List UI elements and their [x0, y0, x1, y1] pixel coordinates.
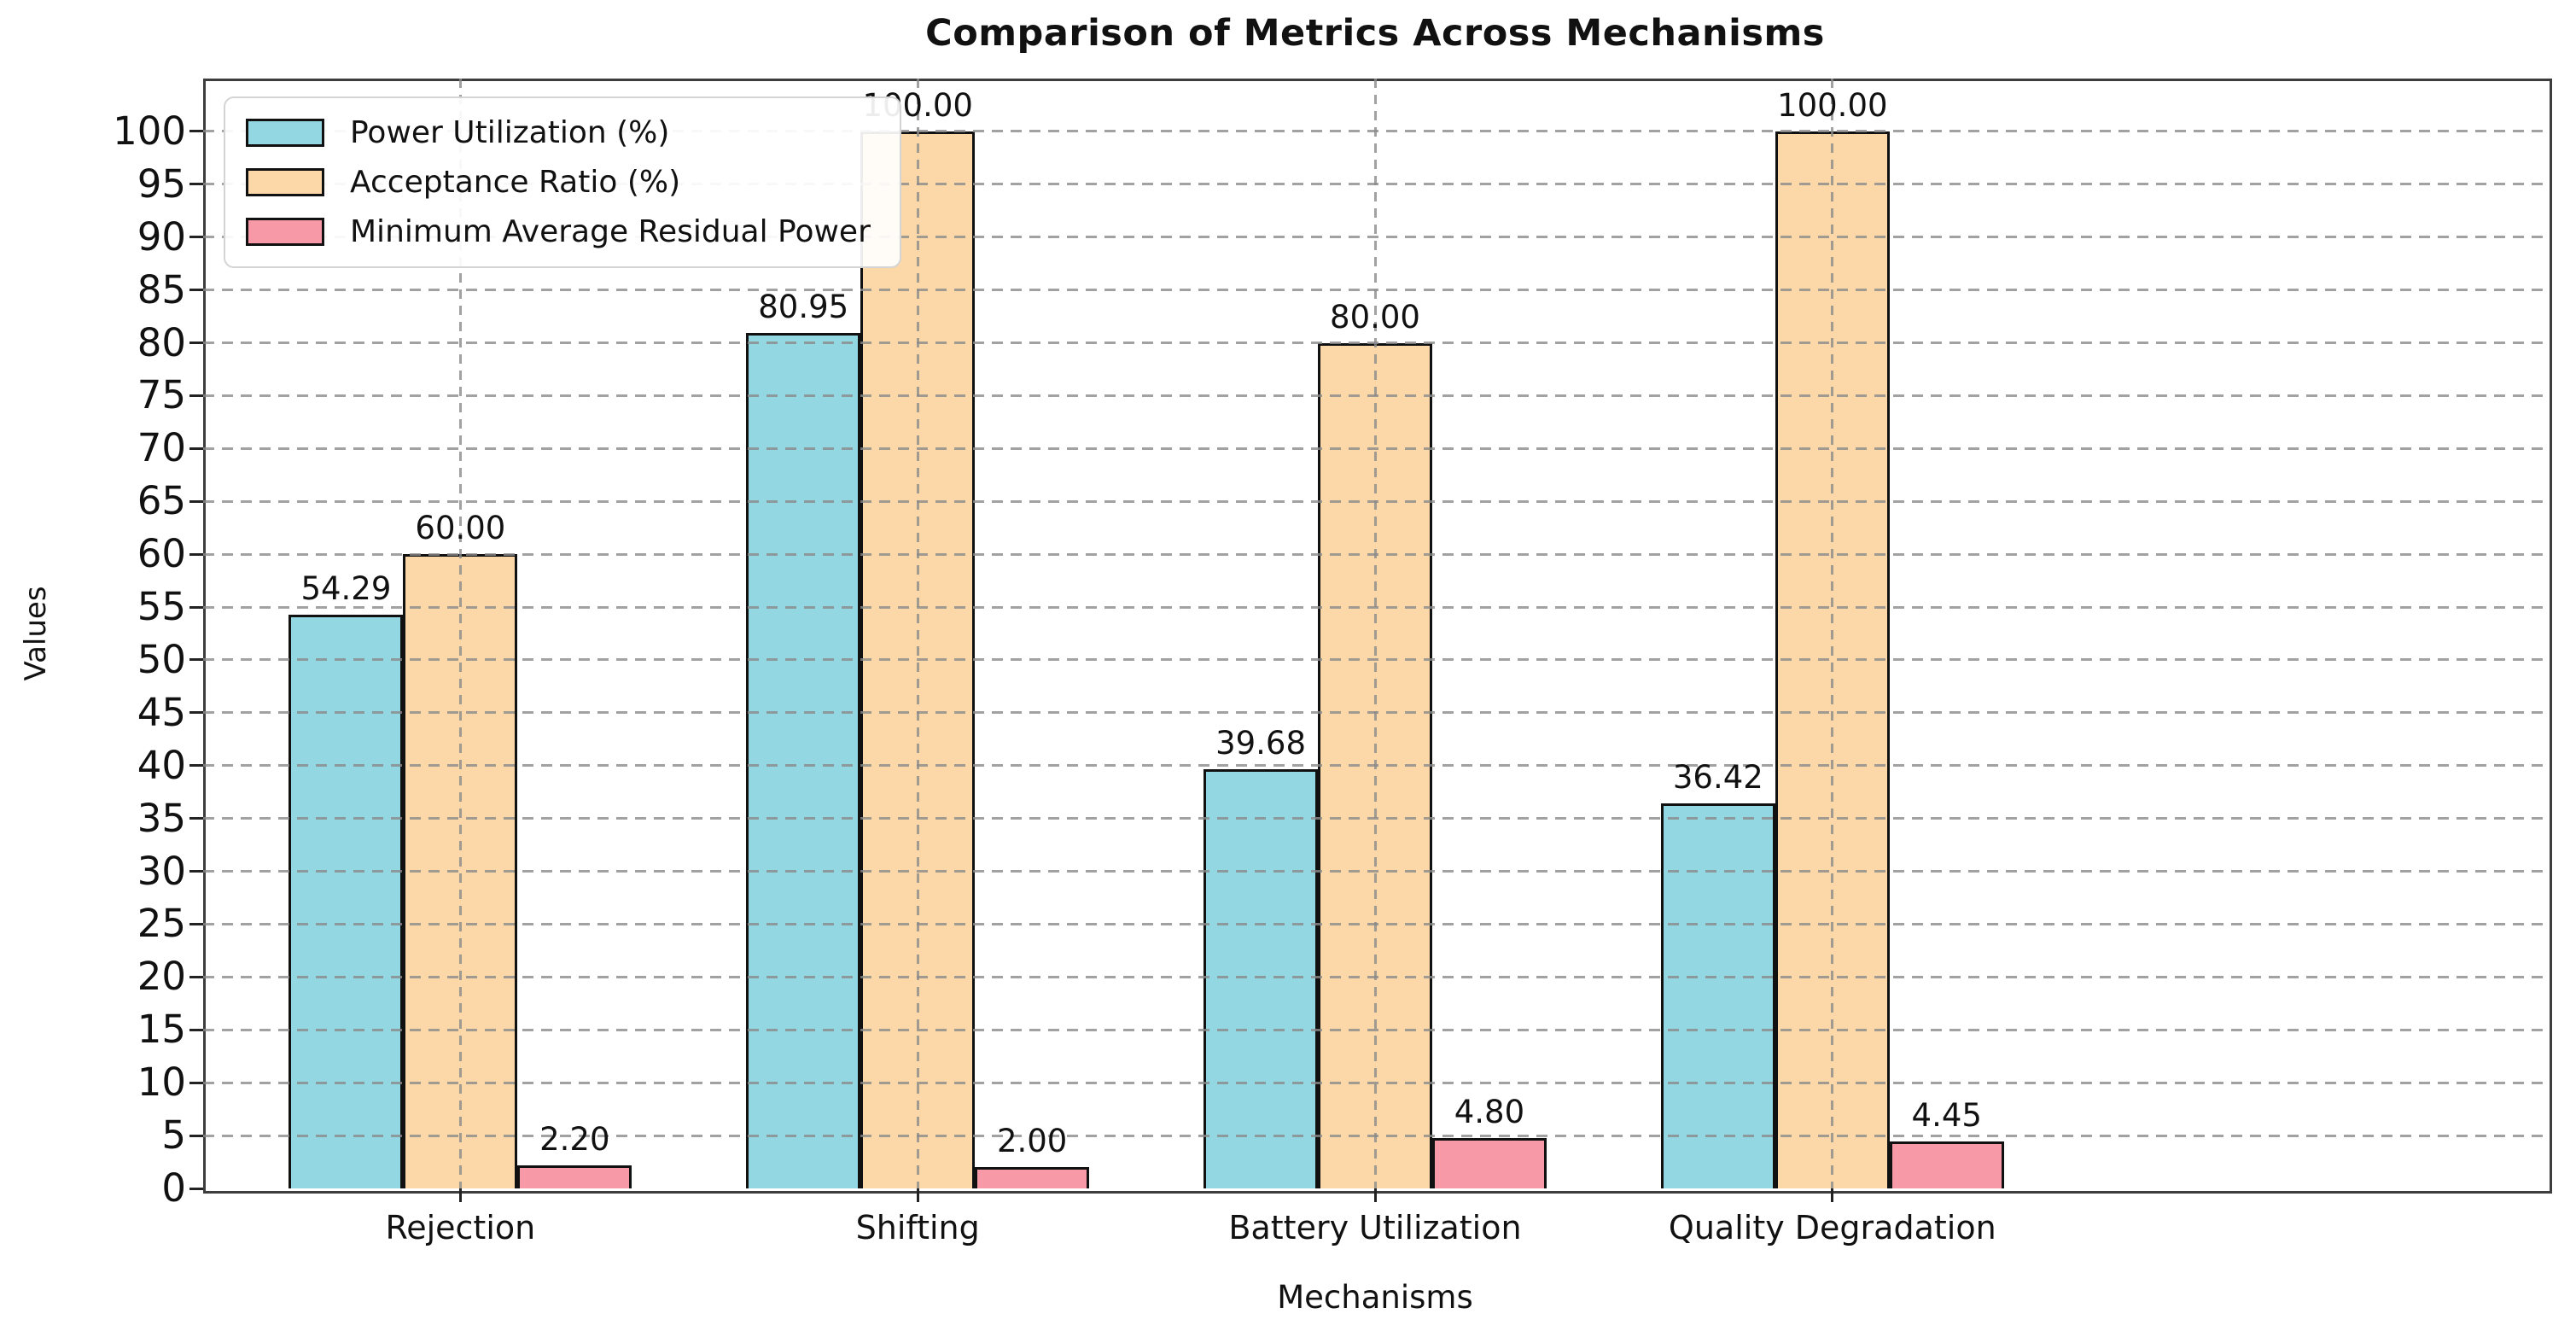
y-tick-mark [189, 975, 203, 978]
bar-minimum-average-residual-power [975, 1167, 1090, 1188]
legend-swatch-icon [246, 119, 324, 147]
gridline-vertical [1831, 79, 1834, 1188]
x-category-label: Shifting [855, 1209, 980, 1246]
y-tick-mark [189, 870, 203, 873]
y-tick-mark [189, 1028, 203, 1031]
y-tick-mark [189, 1134, 203, 1137]
legend-row: Acceptance Ratio (%) [246, 165, 871, 200]
bar-value-label: 54.29 [300, 569, 392, 607]
legend: Power Utilization (%) Acceptance Ratio (%… [224, 96, 901, 268]
bar-value-label: 4.80 [1454, 1093, 1525, 1130]
bar-value-label: 4.45 [1911, 1096, 1982, 1134]
bar-value-label: 2.20 [539, 1120, 610, 1158]
y-tick-mark [189, 1081, 203, 1084]
y-tick-label: 50 [137, 636, 186, 682]
y-tick-mark [189, 552, 203, 556]
y-tick-mark [189, 236, 203, 239]
y-tick-label: 20 [137, 954, 186, 1000]
y-tick-mark [189, 394, 203, 397]
bar-value-label: 36.42 [1672, 759, 1763, 797]
bar-minimum-average-residual-power [517, 1165, 632, 1188]
bar-value-label: 80.00 [1330, 298, 1420, 336]
y-tick-label: 95 [137, 161, 186, 207]
gridline-vertical [458, 79, 462, 1188]
bar-value-label: 2.00 [996, 1123, 1068, 1160]
x-category-label: Rejection [385, 1209, 536, 1246]
y-tick-label: 0 [161, 1165, 186, 1211]
bar-minimum-average-residual-power [1431, 1137, 1547, 1188]
legend-label: Acceptance Ratio (%) [350, 165, 681, 200]
y-tick-label: 45 [137, 689, 186, 735]
y-tick-mark [189, 817, 203, 820]
y-tick-mark [189, 130, 203, 133]
x-category-label: Battery Utilization [1228, 1209, 1522, 1246]
y-tick-mark [189, 658, 203, 662]
gridline-vertical [916, 79, 919, 1188]
y-tick-mark [189, 342, 203, 345]
legend-row: Minimum Average Residual Power [246, 214, 871, 249]
y-tick-label: 30 [137, 848, 186, 894]
x-tick-mark [1831, 1188, 1834, 1202]
y-tick-label: 35 [137, 795, 186, 841]
y-axis-title: Values [19, 586, 53, 681]
bar-value-label: 100.00 [1777, 86, 1888, 124]
y-tick-mark [189, 711, 203, 715]
y-tick-label: 90 [137, 213, 186, 260]
y-tick-label: 5 [161, 1112, 186, 1159]
x-axis-title: Mechanisms [1277, 1279, 1473, 1316]
gridline-vertical [1373, 79, 1377, 1188]
y-tick-label: 60 [137, 531, 186, 577]
y-tick-label: 15 [137, 1007, 186, 1053]
legend-label: Minimum Average Residual Power [350, 214, 871, 249]
x-category-label: Quality Degradation [1668, 1209, 1996, 1246]
legend-row: Power Utilization (%) [246, 115, 871, 150]
bar-minimum-average-residual-power [1889, 1141, 2004, 1188]
y-tick-label: 80 [137, 319, 186, 365]
x-tick-mark [1373, 1188, 1377, 1202]
y-tick-label: 85 [137, 266, 186, 312]
y-tick-label: 65 [137, 478, 186, 524]
y-tick-label: 25 [137, 901, 186, 947]
y-tick-label: 100 [113, 108, 186, 154]
bar-power-utilization [746, 332, 861, 1188]
chart-title: Comparison of Metrics Across Mechanisms [925, 12, 1825, 55]
bar-power-utilization [1203, 768, 1318, 1188]
y-tick-label: 40 [137, 742, 186, 788]
bar-value-label: 60.00 [415, 510, 506, 547]
bar-value-label: 39.68 [1215, 724, 1307, 762]
y-tick-mark [189, 605, 203, 609]
bar-power-utilization [1660, 803, 1775, 1188]
y-tick-mark [189, 499, 203, 503]
bar-value-label: 80.95 [758, 288, 849, 325]
bar-power-utilization [288, 614, 404, 1188]
y-tick-label: 55 [137, 584, 186, 630]
x-tick-mark [458, 1188, 462, 1202]
y-tick-mark [189, 922, 203, 925]
y-tick-mark [189, 183, 203, 186]
y-tick-mark [189, 764, 203, 768]
y-tick-label: 10 [137, 1060, 186, 1106]
legend-label: Power Utilization (%) [350, 115, 670, 150]
x-tick-mark [916, 1188, 919, 1202]
legend-swatch-icon [246, 168, 324, 196]
y-tick-label: 75 [137, 372, 186, 418]
y-tick-mark [189, 289, 203, 292]
y-tick-label: 70 [137, 425, 186, 471]
y-tick-mark [189, 1187, 203, 1190]
y-tick-mark [189, 447, 203, 450]
legend-swatch-icon [246, 218, 324, 246]
